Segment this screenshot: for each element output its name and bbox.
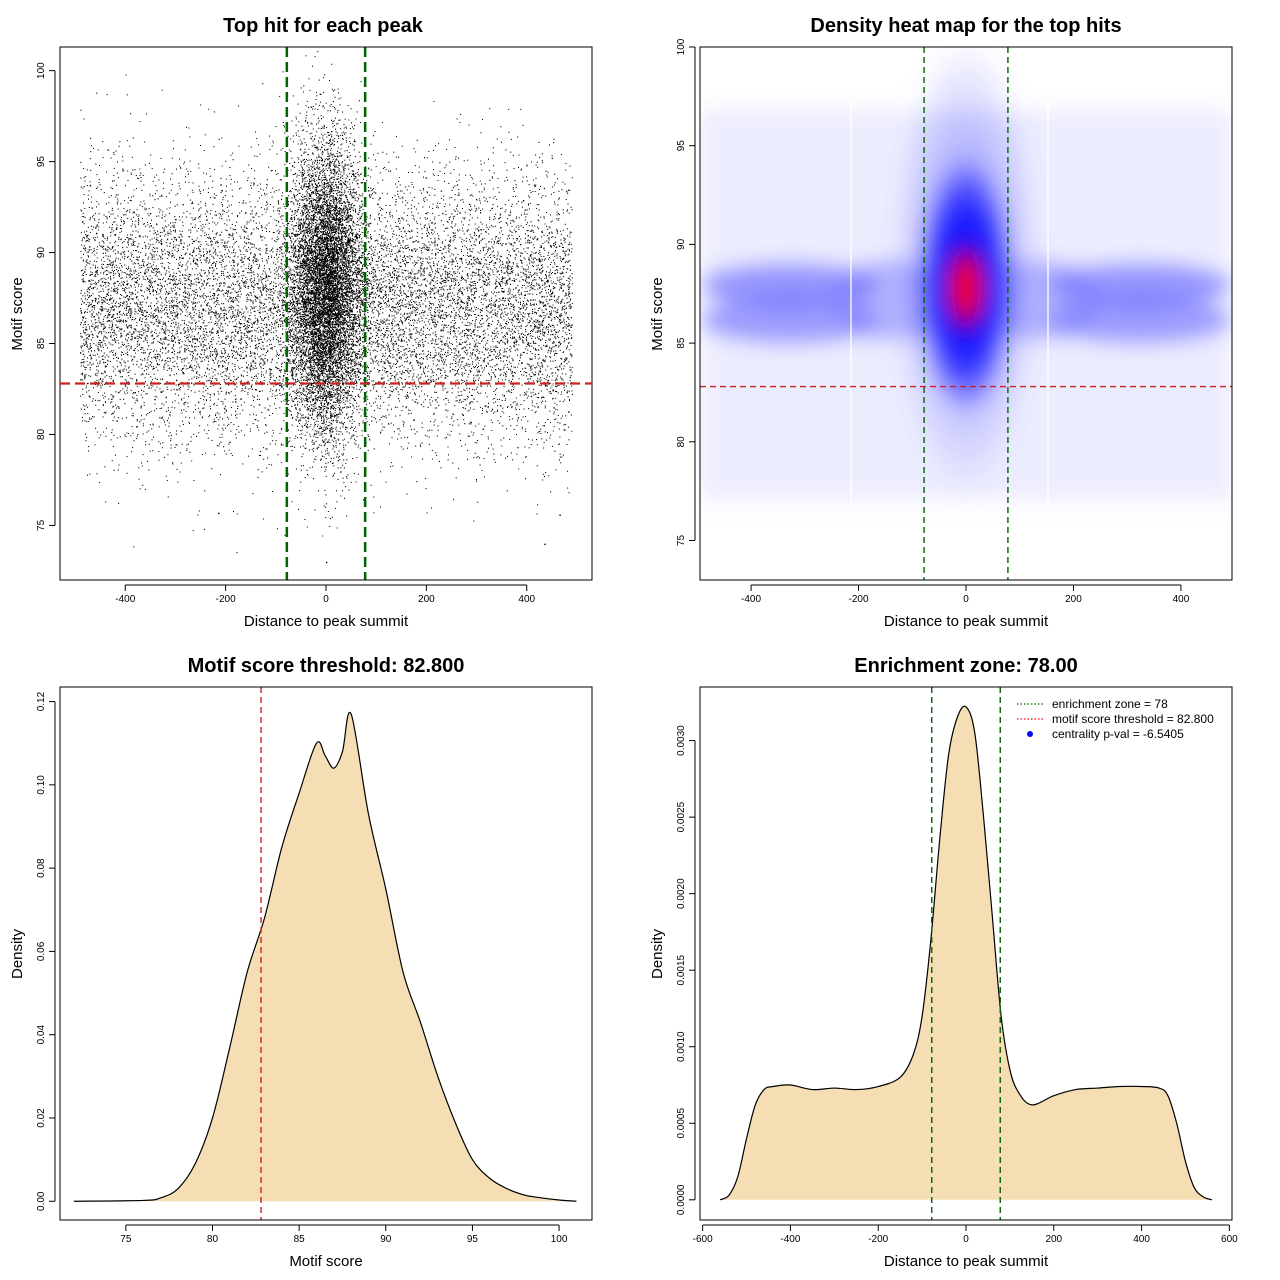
scatter-guides — [285, 47, 367, 580]
distance-density-y-label: Density — [649, 928, 666, 979]
panel-scatter: Top hit for each peak -400 -200 0 200 400 75 8… — [9, 15, 593, 630]
distance-density-y-tick-label: 0.0020 — [676, 878, 687, 909]
score-density-plot-frame — [59, 686, 593, 1221]
distance-density-plot-frame — [699, 686, 1233, 1221]
scatter-x-tick-label: 400 — [518, 594, 535, 605]
score-density-x-tick-label: 80 — [207, 1234, 219, 1245]
heatmap-density — [700, 47, 1232, 500]
distance-density-x-tick-label: 400 — [1133, 1234, 1150, 1245]
heat-hotspot — [940, 233, 992, 343]
heatmap-y-tick-label: 80 — [676, 436, 687, 448]
score-density-x-label: Motif score — [289, 1253, 362, 1270]
scatter-y-label: Motif score — [9, 277, 26, 350]
distance-density-density-fill — [720, 706, 1212, 1200]
heatmap-y-tick-label: 95 — [676, 140, 687, 152]
score-density-x-tick-label: 100 — [551, 1234, 568, 1245]
scatter-point-cloud — [80, 51, 573, 554]
scatter-title: Top hit for each peak — [223, 15, 424, 37]
scatter-y-tick-label: 95 — [36, 156, 47, 168]
distance-density-x-tick-label: 0 — [963, 1234, 969, 1245]
score-density-y-tick-label: 0.10 — [36, 775, 47, 795]
scatter-point — [326, 561, 328, 564]
legend-pval-label: centrality p-val = -6.5405 — [1052, 727, 1184, 741]
heatmap-x-label: Distance to peak summit — [884, 613, 1049, 630]
score-density-y-tick-label: 0.02 — [36, 1108, 47, 1128]
distance-density-y-tick-label: 0.0010 — [676, 1031, 687, 1062]
score-density-title: Motif score threshold: 82.800 — [188, 655, 465, 677]
distance-density-x-tick-label: 600 — [1221, 1234, 1238, 1245]
score-density-y-tick-label: 0.06 — [36, 941, 47, 961]
scatter-y-tick-label: 75 — [36, 519, 47, 531]
scatter-point — [218, 512, 220, 515]
heatmap-y-tick-label: 85 — [676, 337, 687, 349]
heatmap-y-label: Motif score — [649, 277, 666, 350]
scatter-x-tick-label: 0 — [323, 594, 329, 605]
distance-density-x-tick-label: 200 — [1045, 1234, 1062, 1245]
scatter-points — [80, 51, 573, 564]
heatmap-x-tick-label: 400 — [1173, 594, 1190, 605]
scatter-y-tick-label: 80 — [36, 428, 47, 440]
scatter-x-label: Distance to peak summit — [244, 613, 409, 630]
score-density-axes: 75 80 85 90 95 100 0.00 0.02 0.04 0.06 0.08 0.10 0.1… — [36, 691, 568, 1245]
scatter-y-tick-label: 90 — [36, 247, 47, 259]
heatmap-y-tick-label: 90 — [676, 238, 687, 250]
scatter-plot-frame — [59, 46, 593, 581]
score-density-y-tick-label: 0.00 — [36, 1191, 47, 1211]
distance-density-y-tick-label: 0.0015 — [676, 954, 687, 985]
heatmap-y-tick-label: 75 — [676, 535, 687, 547]
heatmap-title: Density heat map for the top hits — [810, 15, 1121, 37]
distance-density-axes: -600 -400 -200 0 200 400 600 0.0000 0.0005 0.0010… — [676, 725, 1238, 1245]
distance-density-y-tick-label: 0.0000 — [676, 1184, 687, 1215]
scatter-x-tick-label: 200 — [418, 594, 435, 605]
distance-density-x-tick-label: -400 — [780, 1234, 800, 1245]
score-density-area — [73, 687, 577, 1220]
distance-density-title: Enrichment zone: 78.00 — [854, 655, 1077, 677]
distance-density-y-tick-label: 0.0030 — [676, 725, 687, 756]
heatmap-area — [700, 47, 1232, 580]
distance-density-x-tick-label: -200 — [868, 1234, 888, 1245]
score-density-density-curve — [73, 711, 577, 1202]
heatmap-x-tick-label: -200 — [849, 594, 869, 605]
legend-threshold-label: motif score threshold = 82.800 — [1052, 712, 1214, 726]
score-density-x-tick-label: 75 — [120, 1234, 132, 1245]
panel-score-density: Motif score threshold: 82.800 75 80 85 90 95… — [9, 655, 593, 1270]
legend: enrichment zone = 78 motif score thresho… — [1017, 697, 1214, 741]
legend-pval-swatch — [1027, 731, 1033, 737]
score-density-y-tick-label: 0.04 — [36, 1025, 47, 1045]
score-density-x-tick-label: 85 — [294, 1234, 306, 1245]
legend-enrichment-label: enrichment zone = 78 — [1052, 697, 1168, 711]
heatmap-x-tick-label: 200 — [1065, 594, 1082, 605]
panel-heatmap: Density heat map for the top hits -400 -2… — [649, 15, 1233, 630]
panel-distance-density: Enrichment zone: 78.00 -600 -400 -200 0 200 4… — [649, 655, 1238, 1270]
scatter-point — [559, 514, 561, 516]
distance-density-x-tick-label: -600 — [693, 1234, 713, 1245]
distance-density-density-curve — [719, 705, 1213, 1201]
distance-density-x-label: Distance to peak summit — [884, 1253, 1049, 1270]
heatmap-plot-frame — [699, 46, 1233, 581]
heatmap-y-tick-label: 100 — [676, 38, 687, 55]
scatter-point — [544, 543, 546, 546]
scatter-y-tick-label: 100 — [36, 62, 47, 79]
distance-density-y-tick-label: 0.0005 — [676, 1108, 687, 1139]
score-density-y-label: Density — [9, 928, 26, 979]
score-density-y-tick-label: 0.08 — [36, 858, 47, 878]
score-density-x-tick-label: 95 — [467, 1234, 479, 1245]
distance-density-y-tick-label: 0.0025 — [676, 801, 687, 832]
score-density-density-fill — [73, 712, 577, 1202]
score-density-x-tick-label: 90 — [380, 1234, 392, 1245]
score-density-y-tick-label: 0.12 — [36, 691, 47, 711]
heatmap-x-tick-label: -400 — [741, 594, 761, 605]
scatter-x-tick-label: -200 — [216, 594, 236, 605]
heatmap-x-tick-label: 0 — [963, 594, 969, 605]
scatter-x-tick-label: -400 — [115, 594, 135, 605]
heatmap-guides — [700, 47, 1232, 580]
distance-density-area — [719, 687, 1213, 1220]
scatter-axes: -400 -200 0 200 400 75 80 85 90 95 100 — [36, 62, 536, 605]
heatmap-axes: -400 -200 0 200 400 75 80 85 90 95 100 — [676, 38, 1190, 605]
scatter-y-tick-label: 85 — [36, 338, 47, 350]
